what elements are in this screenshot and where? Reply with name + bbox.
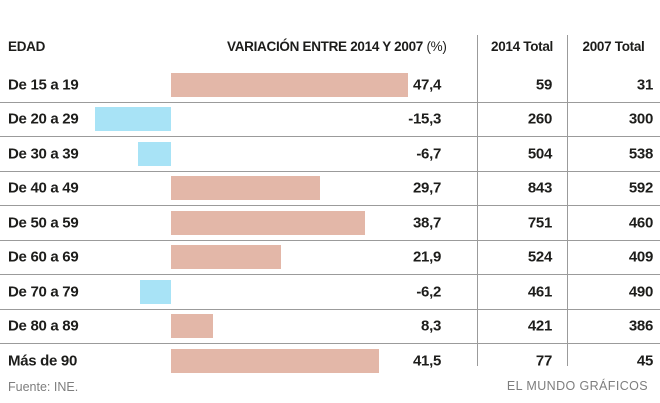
- variation-bar: [140, 279, 171, 304]
- credit-text: EL MUNDO GRÁFICOS: [506, 379, 648, 393]
- total-2007-value: 409: [628, 248, 653, 266]
- column-header-variacion: VARIACIÓN ENTRE 2014 Y 2007 (%): [227, 39, 447, 54]
- age-group-label: De 40 a 49: [8, 179, 79, 197]
- table-row: De 60 a 69 21,9 524 409: [0, 241, 660, 275]
- total-2014-value: 421: [527, 317, 552, 335]
- total-2014-value: 504: [527, 145, 552, 163]
- column-header-variacion-text: VARIACIÓN ENTRE 2014 Y 2007: [227, 39, 427, 54]
- variation-bar: [171, 210, 365, 235]
- table-row: Más de 90 41,5 77 45: [0, 344, 660, 378]
- variation-percent-value: 38,7: [413, 214, 441, 232]
- variation-percent-value: -6,7: [416, 145, 441, 163]
- total-2014-value: 59: [535, 76, 552, 94]
- total-2007-value: 45: [636, 352, 653, 370]
- variation-percent-value: 21,9: [413, 248, 441, 266]
- variation-bar: [171, 314, 213, 339]
- total-2014-value: 524: [527, 248, 552, 266]
- age-group-label: De 50 a 59: [8, 214, 79, 232]
- total-2014-value: 843: [527, 179, 552, 197]
- total-2014-value: 751: [527, 214, 552, 232]
- column-header-2014-total: 2014 Total: [490, 39, 554, 54]
- column-header-percent-unit: (%): [426, 39, 447, 54]
- total-2014-value: 461: [527, 283, 552, 301]
- age-group-label: De 60 a 69: [8, 248, 79, 266]
- variation-bar: [171, 245, 281, 270]
- total-2007-value: 31: [636, 76, 653, 94]
- variation-bar: [171, 348, 379, 373]
- column-divider-right: [567, 35, 568, 366]
- variation-bar: [171, 72, 408, 97]
- total-2007-value: 460: [628, 214, 653, 232]
- variation-bar: [171, 176, 320, 201]
- table-row: De 20 a 29 -15,3 260 300: [0, 103, 660, 137]
- age-group-label: De 80 a 89: [8, 317, 79, 335]
- total-2014-value: 77: [535, 352, 552, 370]
- total-2007-value: 490: [628, 283, 653, 301]
- table-body: De 15 a 19 47,4 59 31 De 20 a 29 -15,3 2…: [0, 68, 660, 378]
- total-2007-value: 538: [628, 145, 653, 163]
- variation-percent-value: 8,3: [421, 317, 441, 335]
- total-2007-value: 592: [628, 179, 653, 197]
- column-divider-left: [477, 35, 478, 366]
- total-2007-value: 300: [628, 110, 653, 128]
- variation-bar: [137, 141, 171, 166]
- variation-percent-value: -15,3: [408, 110, 441, 128]
- age-group-label: De 30 a 39: [8, 145, 79, 163]
- variation-bar: [94, 107, 171, 132]
- table-row: De 30 a 39 -6,7 504 538: [0, 137, 660, 172]
- column-header-2007-total: 2007 Total: [582, 39, 645, 54]
- age-group-label: Más de 90: [8, 352, 78, 370]
- variation-percent-value: -6,2: [416, 283, 441, 301]
- variation-percent-value: 47,4: [413, 76, 441, 94]
- age-group-label: De 15 a 19: [8, 76, 79, 94]
- age-group-label: De 20 a 29: [8, 110, 79, 128]
- total-2007-value: 386: [628, 317, 653, 335]
- table-row: De 15 a 19 47,4 59 31: [0, 68, 660, 103]
- table-row: De 70 a 79 -6,2 461 490: [0, 275, 660, 310]
- age-group-label: De 70 a 79: [8, 283, 79, 301]
- total-2014-value: 260: [527, 110, 552, 128]
- table-row: De 50 a 59 38,7 751 460: [0, 206, 660, 241]
- column-header-edad: EDAD: [8, 39, 46, 54]
- variation-percent-value: 29,7: [413, 179, 441, 197]
- table-row: De 40 a 49 29,7 843 592: [0, 172, 660, 206]
- source-text: Fuente: INE.: [8, 380, 79, 394]
- variation-percent-value: 41,5: [413, 352, 441, 370]
- table-row: De 80 a 89 8,3 421 386: [0, 310, 660, 344]
